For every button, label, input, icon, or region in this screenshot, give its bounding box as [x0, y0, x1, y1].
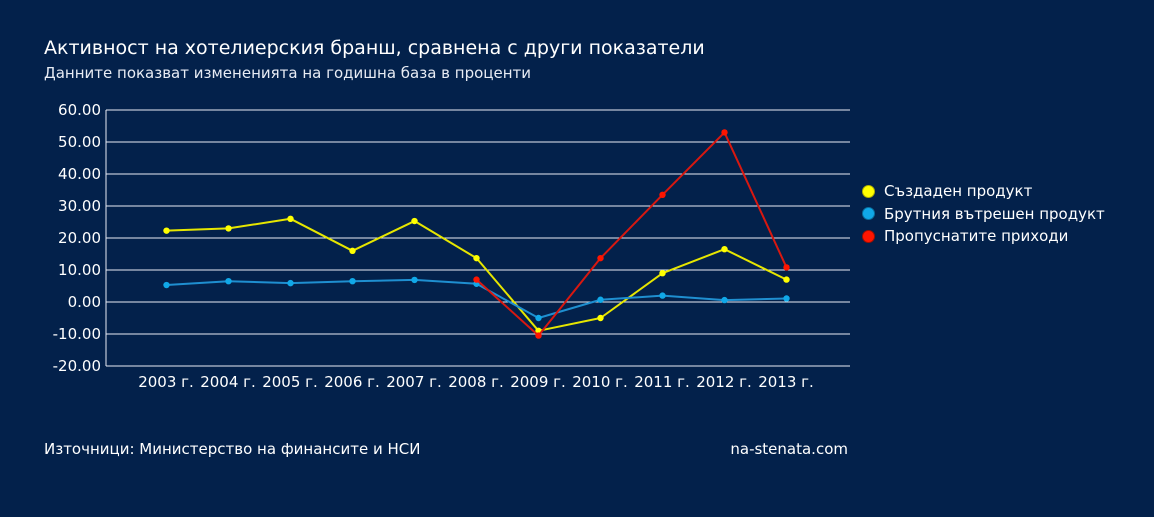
- y-tick-label: -10.00: [53, 325, 101, 343]
- data-point: [659, 191, 666, 198]
- x-tick-label: 2011 г.: [634, 373, 690, 391]
- y-tick-label: 40.00: [58, 165, 101, 183]
- data-point: [411, 276, 418, 284]
- data-point: [349, 278, 356, 285]
- data-point: [597, 314, 604, 322]
- y-tick-label: 20.00: [58, 229, 101, 247]
- x-tick-label: 2006 г.: [324, 373, 380, 391]
- legend-label: Създаден продукт: [884, 182, 1033, 201]
- x-tick-label: 2007 г.: [386, 373, 442, 391]
- legend-item-lost-revenue[interactable]: Пропуснатите приходи: [862, 225, 1105, 248]
- y-tick-label: 0.00: [68, 293, 101, 311]
- x-tick-label: 2003 г.: [138, 373, 194, 391]
- data-point: [163, 227, 170, 234]
- x-tick-label: 2012 г.: [696, 373, 752, 391]
- legend-marker: [862, 184, 875, 198]
- y-tick-label: 60.00: [58, 101, 101, 119]
- data-point: [597, 296, 604, 303]
- legend-item-created-product[interactable]: Създаден продукт: [862, 180, 1105, 203]
- x-tick-label: 2009 г.: [510, 373, 566, 391]
- series-group: [163, 129, 790, 339]
- legend-label: Пропуснатите приходи: [884, 227, 1069, 246]
- data-point: [783, 264, 790, 271]
- data-point: [721, 129, 728, 136]
- site-credit[interactable]: na-stenata.com: [730, 440, 848, 458]
- data-point: [535, 332, 542, 339]
- series-line-2: [475, 131, 788, 337]
- x-tick-label: 2010 г.: [572, 373, 628, 391]
- data-point: [225, 225, 232, 232]
- legend-marker: [862, 229, 875, 243]
- data-point: [287, 279, 294, 287]
- x-tick-label: 2013 г.: [758, 373, 814, 391]
- data-point: [659, 292, 666, 299]
- chart-subtitle: Данните показват измененията на годишна …: [44, 64, 532, 82]
- data-point: [659, 270, 666, 277]
- source-note: Източници: Министерство на финансите и Н…: [44, 440, 421, 458]
- y-tick-label: -20.00: [53, 357, 101, 375]
- series-line-0: [166, 217, 787, 332]
- y-tick-label: 30.00: [58, 197, 101, 215]
- data-point: [349, 247, 356, 254]
- data-point: [535, 314, 542, 322]
- grid-lines: [105, 109, 850, 367]
- x-tick-label: 2004 г.: [200, 373, 256, 391]
- data-point: [721, 246, 728, 253]
- chart-legend: Създаден продукт Брутния вътрешен продук…: [862, 180, 1105, 248]
- chart-title: Активност на хотелиерския бранш, сравнен…: [44, 37, 705, 59]
- data-point: [163, 281, 170, 289]
- data-point: [225, 278, 232, 285]
- legend-label: Брутния вътрешен продукт: [884, 204, 1105, 223]
- x-axis-ticks: 2003 г. 2004 г. 2005 г. 2006 г. 2007 г. 2008 …: [138, 373, 814, 391]
- y-axis-ticks: 60.00 50.00 40.00 30.00 20.00 10.00 0.00 -10.00…: [53, 101, 101, 375]
- legend-item-gdp[interactable]: Брутния вътрешен продукт: [862, 203, 1105, 226]
- x-tick-label: 2005 г.: [262, 373, 318, 391]
- data-point: [783, 276, 790, 283]
- y-tick-label: 10.00: [58, 261, 101, 279]
- data-point: [411, 217, 418, 225]
- x-tick-label: 2008 г.: [448, 373, 504, 391]
- data-point: [783, 295, 790, 302]
- data-point: [473, 276, 480, 283]
- y-tick-label: 50.00: [58, 133, 101, 151]
- legend-marker: [862, 207, 875, 221]
- data-point: [721, 296, 728, 304]
- data-point: [473, 254, 480, 262]
- data-point: [597, 254, 604, 262]
- data-point: [287, 215, 294, 222]
